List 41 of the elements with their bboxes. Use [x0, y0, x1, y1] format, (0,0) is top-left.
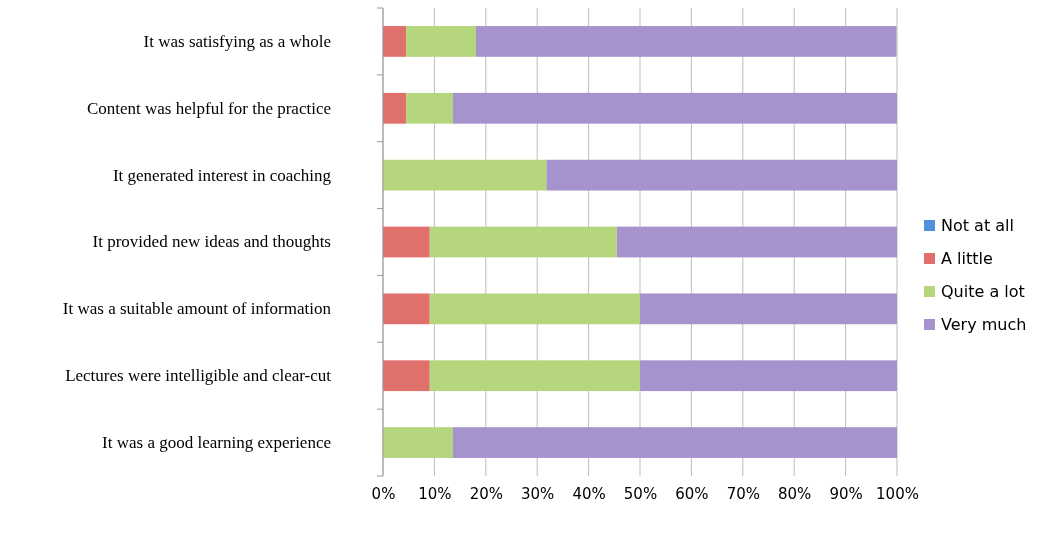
bar — [640, 293, 897, 325]
x-tick-label: 60% — [675, 484, 709, 503]
bar — [476, 26, 897, 57]
y-tick-label: It was satisfying as a whole — [143, 31, 331, 51]
x-tick-label: 0% — [371, 484, 396, 503]
bar — [616, 226, 897, 258]
x-tick-label: 50% — [623, 484, 658, 503]
bar — [452, 427, 897, 458]
bar — [383, 293, 430, 325]
x-tick-label: 100% — [876, 484, 919, 503]
legend-label: A little — [941, 249, 993, 268]
y-tick-label: It was a suitable amount of information — [62, 299, 332, 319]
x-tick-label: 90% — [829, 484, 863, 503]
x-tick-label: 30% — [521, 484, 555, 503]
bar — [546, 159, 897, 191]
bar — [383, 427, 453, 458]
bar — [383, 360, 430, 392]
y-tick-label: It was a good learning experience — [102, 433, 331, 453]
y-tick-label: It generated interest in coaching — [112, 165, 332, 185]
bar — [383, 159, 547, 191]
bar — [406, 92, 453, 124]
y-tick-label: It provided new ideas and thoughts — [92, 232, 331, 252]
bar — [406, 26, 477, 57]
x-tick-label: 80% — [778, 484, 812, 503]
bar — [640, 360, 897, 392]
bar — [383, 92, 407, 124]
bar — [429, 360, 640, 392]
y-tick-label: Content was helpful for the practice — [86, 98, 331, 118]
legend-label: Quite a lot — [941, 282, 1025, 301]
x-tick-label: 70% — [726, 484, 760, 503]
legend-label: Not at all — [941, 216, 1014, 235]
bar — [452, 92, 897, 124]
bar — [429, 226, 617, 258]
bar — [383, 26, 407, 57]
legend-label: Very much — [941, 315, 1027, 334]
x-tick-label: 40% — [572, 484, 606, 503]
bar — [429, 293, 640, 325]
bar — [383, 226, 430, 258]
x-tick-label: 10% — [418, 484, 452, 503]
y-tick-label: Lectures were intelligible and clear-cut — [65, 366, 332, 386]
x-tick-label: 20% — [469, 484, 503, 503]
